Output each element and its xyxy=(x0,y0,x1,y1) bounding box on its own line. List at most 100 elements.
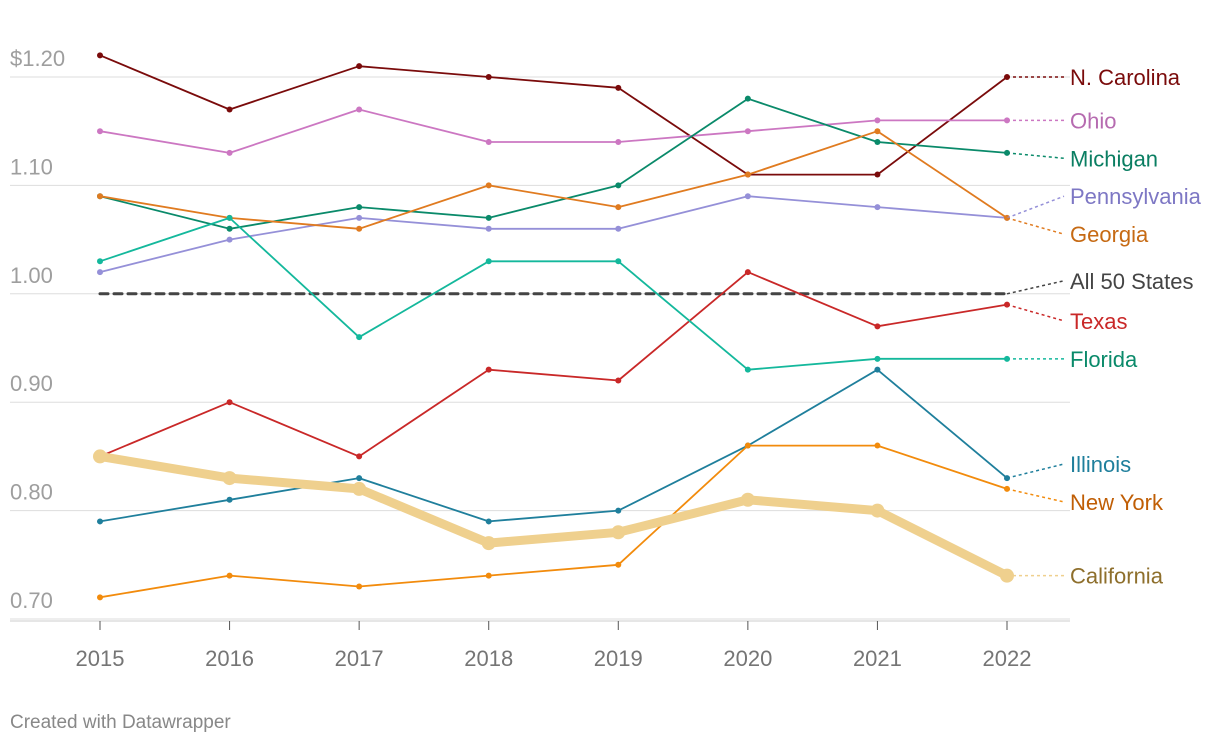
data-point-pennsylvania xyxy=(97,269,103,276)
data-point-texas xyxy=(485,366,492,373)
data-point-california xyxy=(740,492,755,507)
data-point-georgia xyxy=(744,171,751,178)
series-label-pennsylvania: Pennsylvania xyxy=(1070,184,1202,209)
data-point-pennsylvania xyxy=(226,236,233,243)
label-connector-michigan xyxy=(1006,152,1065,160)
data-point-florida xyxy=(744,366,751,373)
series-label-ohio: Ohio xyxy=(1070,108,1116,133)
data-point-ohio xyxy=(744,128,751,135)
series-line-florida xyxy=(99,217,1008,371)
data-point-california xyxy=(352,481,367,496)
series-line-michigan xyxy=(99,97,1008,230)
y-tick-label: 0.70 xyxy=(10,588,53,613)
data-point-california xyxy=(611,525,626,540)
series-label-texas: Texas xyxy=(1070,309,1127,334)
data-point-california xyxy=(870,503,885,518)
data-point-california xyxy=(222,471,237,486)
series-label-georgia: Georgia xyxy=(1070,222,1149,247)
series-line-georgia xyxy=(99,130,1008,230)
label-connector-illinois xyxy=(1006,463,1065,479)
data-point-florida xyxy=(226,214,233,221)
data-point-florida xyxy=(97,258,103,265)
label-connector-georgia xyxy=(1006,217,1065,235)
series-line-pennsylvania xyxy=(99,195,1008,273)
x-axis: 2015 2016 2017 2018 2019 2020 2021 2022 xyxy=(10,620,1070,671)
label-connector-new-york xyxy=(1006,488,1065,503)
data-point-ohio xyxy=(97,128,103,135)
data-point-texas xyxy=(615,377,622,384)
label-connector-all-50-states xyxy=(1006,280,1065,295)
series-label-new-york: New York xyxy=(1070,490,1164,515)
x-tick-label: 2019 xyxy=(594,646,643,671)
series-line-texas xyxy=(99,271,1008,458)
data-point-new-york xyxy=(226,572,233,579)
series-label-n-carolina: N. Carolina xyxy=(1070,65,1181,90)
data-point-georgia xyxy=(874,128,881,135)
data-point-georgia xyxy=(356,225,363,232)
data-point-illinois xyxy=(356,475,363,482)
data-point-illinois xyxy=(226,496,233,503)
data-point-michigan xyxy=(744,95,751,102)
x-tick-label: 2020 xyxy=(723,646,772,671)
series-label-all-50-states: All 50 States xyxy=(1070,269,1194,294)
data-point-california xyxy=(93,449,107,464)
data-point-new-york xyxy=(356,583,363,590)
data-point-illinois xyxy=(97,518,103,525)
series-line-california xyxy=(95,451,1012,581)
data-point-n-carolina xyxy=(356,63,363,70)
series-line-n-carolina xyxy=(99,54,1008,176)
data-point-florida xyxy=(356,334,363,341)
data-point-texas xyxy=(356,453,363,460)
x-tick-label: 2016 xyxy=(205,646,254,671)
y-axis: 0.70 0.80 0.90 1.00 1.10 $1.20 xyxy=(10,46,65,613)
series-label-illinois: Illinois xyxy=(1070,452,1131,477)
data-point-illinois xyxy=(485,518,492,525)
data-point-texas xyxy=(744,269,751,276)
series-line-illinois xyxy=(99,368,1008,523)
series-line-ohio xyxy=(99,108,1008,154)
data-point-pennsylvania xyxy=(744,193,751,200)
data-point-ohio xyxy=(226,149,233,156)
data-point-florida xyxy=(485,258,492,265)
data-point-n-carolina xyxy=(97,52,103,59)
label-connector-pennsylvania xyxy=(1006,195,1065,219)
data-point-florida xyxy=(615,258,622,265)
data-point-n-carolina xyxy=(615,84,622,91)
data-point-pennsylvania xyxy=(615,225,622,232)
data-point-texas xyxy=(874,323,881,330)
series-labels: N. Carolina Ohio Michigan Pennsylvania Georg… xyxy=(1006,65,1202,589)
data-point-new-york xyxy=(874,442,881,449)
y-tick-label: 1.10 xyxy=(10,154,53,179)
data-point-michigan xyxy=(226,225,233,232)
data-point-new-york xyxy=(485,572,492,579)
data-point-ohio xyxy=(356,106,363,113)
data-point-michigan xyxy=(356,204,363,211)
x-tick-label: 2018 xyxy=(464,646,513,671)
data-point-texas xyxy=(226,399,233,406)
series-label-florida: Florida xyxy=(1070,347,1138,372)
x-tick-label: 2017 xyxy=(335,646,384,671)
y-tick-label: 1.00 xyxy=(10,263,53,288)
data-point-georgia xyxy=(485,182,492,189)
label-connector-texas xyxy=(1006,303,1065,322)
x-tick-label: 2021 xyxy=(853,646,902,671)
series-label-michigan: Michigan xyxy=(1070,146,1158,171)
data-point-pennsylvania xyxy=(485,225,492,232)
data-point-michigan xyxy=(615,182,622,189)
data-point-n-carolina xyxy=(485,74,492,80)
series-line-new-york xyxy=(99,444,1008,599)
x-tick-label: 2022 xyxy=(983,646,1032,671)
data-point-michigan xyxy=(874,139,881,146)
data-point-new-york xyxy=(97,594,103,601)
data-point-georgia xyxy=(97,193,103,200)
data-point-n-carolina xyxy=(226,106,233,113)
data-point-n-carolina xyxy=(874,171,881,178)
y-tick-label: 0.90 xyxy=(10,371,53,396)
data-point-new-york xyxy=(615,561,622,568)
data-point-ohio xyxy=(485,139,492,146)
data-point-florida xyxy=(874,355,881,362)
data-point-pennsylvania xyxy=(356,214,363,221)
data-point-illinois xyxy=(615,507,622,514)
y-tick-label: 0.80 xyxy=(10,480,53,505)
